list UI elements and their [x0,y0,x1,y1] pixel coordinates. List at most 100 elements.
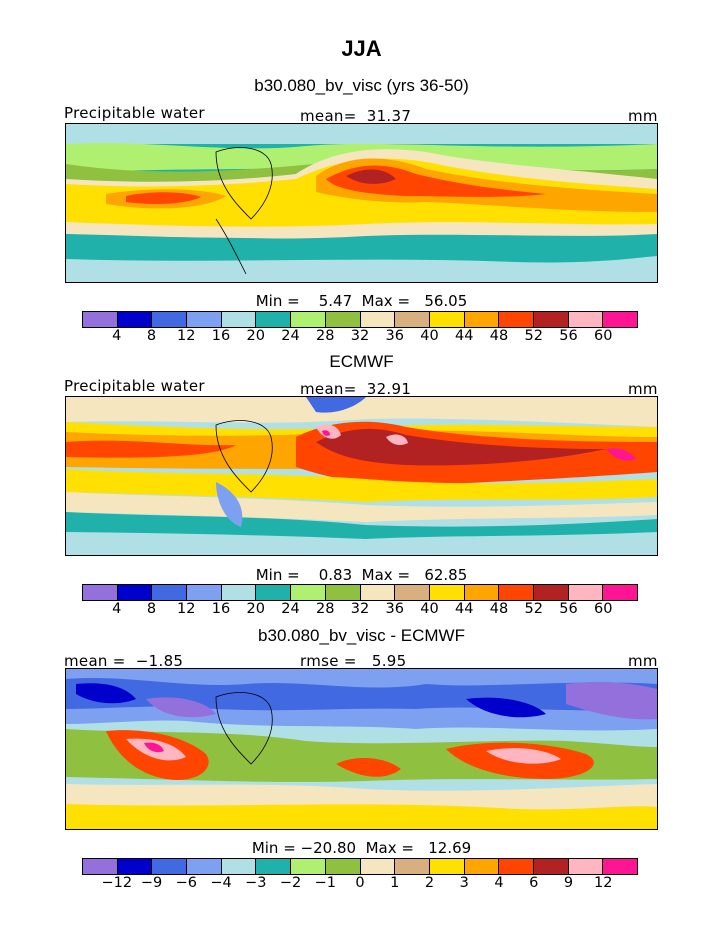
colorbar-swatch [256,585,292,600]
colorbar-tick-label: 20 [246,328,265,344]
colorbar-swatch [83,585,118,600]
colorbar-swatch [83,312,118,327]
panel-3-units-label: mm [628,652,658,670]
colorbar-swatch [221,312,257,327]
colorbar-swatch [533,585,569,600]
colorbar-swatch [464,859,500,874]
colorbar-tick-label: 4 [112,328,122,344]
colorbar-tick-label: 40 [420,601,439,617]
colorbar-swatch [221,859,257,874]
colorbar-tick-label: −9 [140,875,163,891]
panel-3-heading: b30.080_bv_visc - ECMWF [258,626,465,645]
panel-3-colorbar [82,858,638,875]
colorbar-swatch [464,585,500,600]
page-title: JJA [341,36,382,61]
colorbar-tick-label: −1 [314,875,336,891]
panel-3-map [65,668,658,830]
colorbar-swatch [83,859,118,874]
colorbar-swatch [464,312,500,327]
colorbar-swatch [187,859,222,874]
colorbar-tick-label: 48 [489,601,509,617]
panel-1-heading: b30.080_bv_visc (yrs 36-50) [254,76,469,95]
colorbar-swatch [360,585,396,600]
colorbar-tick-label: 24 [281,328,300,344]
colorbar-tick-label: 40 [420,328,439,344]
colorbar-swatch [568,585,604,600]
colorbar-swatch [568,859,604,874]
colorbar-tick-label: 9 [563,875,574,891]
colorbar-tick-label: 8 [146,601,157,617]
colorbar-tick-label: 60 [594,601,613,617]
colorbar-tick-label: 16 [211,601,231,617]
colorbar-tick-label: 2 [424,875,435,891]
colorbar-swatch [360,859,396,874]
colorbar-swatch [499,585,534,600]
colorbar-tick-label: 16 [211,328,231,344]
panel-2-heading: ECMWF [329,352,394,371]
panel-1-mean-label: mean= 31.37 [300,107,412,125]
colorbar-swatch [603,312,637,327]
colorbar-swatch [603,585,637,600]
colorbar-tick-label: 12 [594,875,613,891]
panel-3-mean-label: mean = −1.85 [64,652,184,670]
colorbar-swatch [395,312,430,327]
colorbar-swatch [291,312,326,327]
colorbar-tick-label: 32 [350,601,370,617]
colorbar-swatch [291,585,326,600]
panel-1-min-max: Min = 5.47 Max = 56.05 [255,292,468,310]
colorbar-swatch [568,312,604,327]
panel-2-map [65,396,658,556]
colorbar-swatch [499,312,534,327]
colorbar-tick-label: 12 [177,601,196,617]
colorbar-tick-label: 4 [112,601,122,617]
panel-2-colorbar [82,584,638,601]
colorbar-swatch [360,312,396,327]
colorbar-swatch [395,585,430,600]
colorbar-tick-label: 28 [316,328,335,344]
colorbar-swatch [395,859,430,874]
colorbar-tick-label: 36 [385,328,404,344]
colorbar-tick-label: 24 [281,601,300,617]
colorbar-tick-label: 6 [529,875,539,891]
colorbar-swatch [187,585,222,600]
colorbar-swatch [325,312,361,327]
colorbar-tick-label: −6 [175,875,197,891]
colorbar-tick-label: 1 [390,875,400,891]
colorbar-tick-label: 32 [350,328,370,344]
colorbar-swatch [533,859,569,874]
colorbar-tick-label: 44 [455,601,474,617]
colorbar-tick-label: −4 [210,875,232,891]
panel-2-colorbar-ticks: 4 8 12 16 20 24 28 32 36 40 44 48 52 56 60 [82,601,638,619]
colorbar-swatch [152,312,188,327]
colorbar-swatch [256,312,292,327]
colorbar-swatch [291,859,326,874]
colorbar-swatch [325,859,361,874]
colorbar-swatch [187,312,222,327]
colorbar-tick-label: 0 [355,875,365,891]
panel-1-colorbar-ticks: 4 8 12 16 20 24 28 32 36 40 44 48 52 56 60 [82,328,638,346]
colorbar-tick-label: 56 [559,328,578,344]
panel-2-variable-label: Precipitable water [64,377,205,395]
colorbar-tick-label: 44 [455,328,474,344]
panel-1-map [65,123,658,283]
panel-3-rmse-label: rmse = 5.95 [300,652,407,670]
colorbar-swatch [429,859,465,874]
colorbar-swatch [117,312,153,327]
colorbar-tick-label: 3 [459,875,469,891]
panel-2-map-field [66,397,657,555]
colorbar-tick-label: 52 [524,601,543,617]
colorbar-swatch [221,585,257,600]
colorbar-tick-label: 28 [316,601,335,617]
colorbar-tick-label: 12 [177,328,196,344]
panel-3-min-max: Min = −20.80 Max = 12.69 [251,839,472,857]
colorbar-swatch [325,585,361,600]
panel-1-variable-label: Precipitable water [64,104,205,122]
colorbar-tick-label: 48 [489,328,509,344]
panel-2-min-max: Min = 0.83 Max = 62.85 [255,566,468,584]
colorbar-swatch [152,585,188,600]
colorbar-tick-label: 60 [594,328,613,344]
colorbar-tick-label: 56 [559,601,578,617]
colorbar-swatch [499,859,534,874]
colorbar-swatch [429,585,465,600]
colorbar-swatch [152,859,188,874]
